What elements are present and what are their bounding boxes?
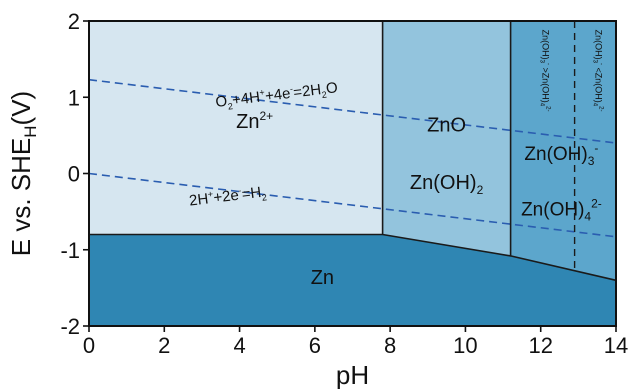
zincate-ratio-low-label-part: - — [597, 63, 603, 65]
region-labels: Zn2+ ZnOZn(OH)2Zn(OH)3-Zn(OH)42-ZnO2+4H++… — [188, 30, 603, 289]
zno-region — [382, 21, 511, 256]
oxygen-reaction-label-part: O — [325, 79, 339, 97]
y-tick-label: 0 — [68, 162, 80, 187]
y-tick-label: -1 — [60, 238, 80, 263]
oxygen-reaction-label-part: +4H — [231, 89, 261, 109]
zincate-ratio-low-label-part: 2- — [597, 106, 603, 111]
x-tick-label: 8 — [384, 333, 396, 358]
hydrogen-reaction-label-part: 2 — [261, 192, 267, 203]
zincate-ratio-low-label-part: 3 — [591, 60, 597, 64]
zincate-ratio-high-label-part: 3 — [539, 60, 545, 64]
zn-deposition-boundary — [89, 233, 617, 282]
zincate-ratio-low-label-part: 4 — [591, 103, 597, 107]
x-tick-label: 6 — [309, 333, 321, 358]
x-tick-label: 14 — [604, 333, 628, 358]
zn-oh-4-label-part: 2- — [591, 196, 602, 210]
zincate-ratio-high-label-part: 2- — [545, 106, 551, 111]
zn-metal-region — [89, 234, 616, 326]
water-stability-lines — [88, 78, 617, 238]
x-axis-title: pH — [336, 360, 369, 389]
zincate-ratio-high-label-part: 4 — [539, 103, 545, 107]
oxygen-reaction-label-part: 2 — [227, 101, 233, 112]
y-axis-title-sub: H — [21, 125, 40, 137]
y-axis-title: E vs. SHEH(V) — [6, 91, 40, 256]
zno-label: ZnO — [427, 115, 466, 137]
zn-oh-3-label-part: Zn(OH) — [524, 144, 587, 165]
x-tick-label: 2 — [158, 333, 170, 358]
oxygen-reaction-label-part: - — [289, 84, 293, 94]
hydrogen-reaction-label-part: 2H — [188, 190, 209, 209]
oxygen-reaction-label-part: =2H — [292, 81, 322, 101]
y-tick-label: -2 — [60, 314, 80, 339]
zn-oh-3-label: Zn(OH)3- — [524, 141, 598, 168]
zn2plus-label: Zn2+ — [236, 109, 273, 133]
hydrogen-reaction-label-part: =H — [241, 184, 263, 203]
hydrogen-reaction-label-part: + — [207, 189, 213, 200]
zn-oh-2-label-part: 2 — [477, 183, 484, 197]
hydrogen-evolution-line — [88, 172, 617, 238]
zincate-ratio-high-label: Zn(OH)3- >Zn(OH)42- — [539, 30, 551, 112]
zincate-ratio-low-label-part: <Zn(OH) — [593, 65, 603, 103]
zn-oh-3-label-part: 3 — [588, 154, 595, 168]
hydrogen-reaction-label-part: +2e — [212, 187, 239, 207]
x-tick-label: 10 — [453, 333, 477, 358]
phase-boundaries — [89, 21, 617, 282]
oxygen-reaction-label: O2+4H++4e-=2H2O — [214, 78, 338, 113]
y-axis-title-unit: (V) — [6, 91, 36, 126]
y-tick-label: 2 — [68, 9, 80, 34]
zn-oh-2-label: Zn(OH)2 — [410, 172, 484, 197]
zincate-ratio-high-label-part: >Zn(OH) — [541, 65, 551, 103]
zn2plus-label-part: 2+ — [259, 109, 273, 123]
y-tick-label: 1 — [68, 85, 80, 110]
oxygen-reaction-label-part: 2 — [321, 89, 327, 100]
zn-oh-4-label-part: 4 — [584, 209, 591, 223]
zn-label: Zn — [311, 267, 334, 289]
oxygen-reaction-label-part: O — [215, 93, 229, 111]
zincate-ratio-low-label-part: Zn(OH) — [593, 30, 603, 60]
x-tick-label: 0 — [83, 333, 95, 358]
zn-label-part: Zn — [311, 267, 334, 289]
x-tick-label: 4 — [233, 333, 245, 358]
zn-oh-4-label-part: Zn(OH) — [521, 199, 584, 220]
x-tick-label: 12 — [528, 333, 552, 358]
zn2plus-region — [89, 21, 383, 235]
zincate-ratio-high-label-part: Zn(OH) — [541, 30, 551, 60]
zincate-region — [510, 21, 616, 281]
oxygen-evolution-line — [88, 78, 617, 144]
zn-oh-4-label: Zn(OH)42- — [521, 196, 602, 223]
zincate-ratio-low-label: Zn(OH)3- <Zn(OH)42- — [591, 30, 603, 112]
hydrogen-reaction-label: 2H++2e-=H2 — [188, 182, 267, 211]
y-axis-title-main: E vs. SHE — [6, 138, 36, 256]
zno-label-part: ZnO — [427, 115, 466, 137]
oxygen-reaction-label-part: + — [259, 87, 265, 98]
zn-oh-2-label-part: Zn(OH) — [410, 172, 477, 194]
stability-regions — [89, 21, 616, 326]
zn2plus-label-part: Zn — [236, 111, 259, 133]
hydrogen-reaction-label-part: - — [238, 185, 242, 195]
oxygen-reaction-label-part: +4e — [264, 85, 291, 105]
zn-oh-3-label-part: - — [594, 141, 598, 155]
zincate-ratio-high-label-part: - — [545, 63, 551, 65]
